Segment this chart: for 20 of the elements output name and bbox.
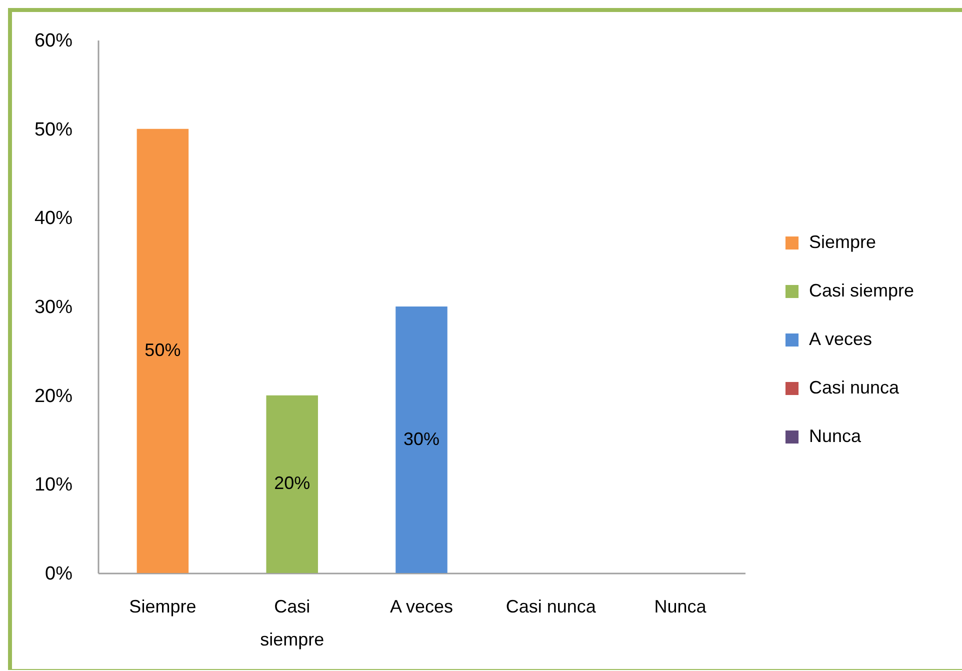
- legend-label: Siempre: [809, 232, 876, 252]
- data-label: 20%: [274, 473, 310, 494]
- y-tick-label: 10%: [34, 474, 73, 496]
- y-tick-label: 30%: [34, 297, 73, 318]
- x-tick-label: Casi siempre: [260, 596, 324, 650]
- x-tick-label: Nunca: [654, 596, 708, 616]
- x-tick-label: Casi nunca: [506, 596, 597, 616]
- legend-label: Nunca: [809, 426, 862, 446]
- x-tick-label: Siempre: [129, 596, 196, 616]
- data-label: 50%: [144, 340, 181, 360]
- y-tick-label: 60%: [34, 30, 73, 52]
- legend-label: A veces: [809, 329, 872, 349]
- legend-label: Casi nunca: [809, 378, 900, 398]
- y-tick-label: 20%: [34, 386, 73, 407]
- x-tick-label: A veces: [390, 596, 454, 616]
- y-tick-label: 50%: [34, 119, 73, 140]
- data-label: 30%: [403, 428, 440, 449]
- y-tick-label: 0%: [45, 564, 73, 584]
- legend-label: Casi siempre: [809, 280, 914, 300]
- y-tick-label: 40%: [34, 208, 73, 230]
